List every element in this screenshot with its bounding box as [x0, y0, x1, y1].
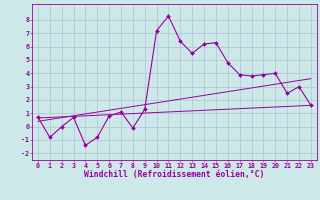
- X-axis label: Windchill (Refroidissement éolien,°C): Windchill (Refroidissement éolien,°C): [84, 170, 265, 179]
